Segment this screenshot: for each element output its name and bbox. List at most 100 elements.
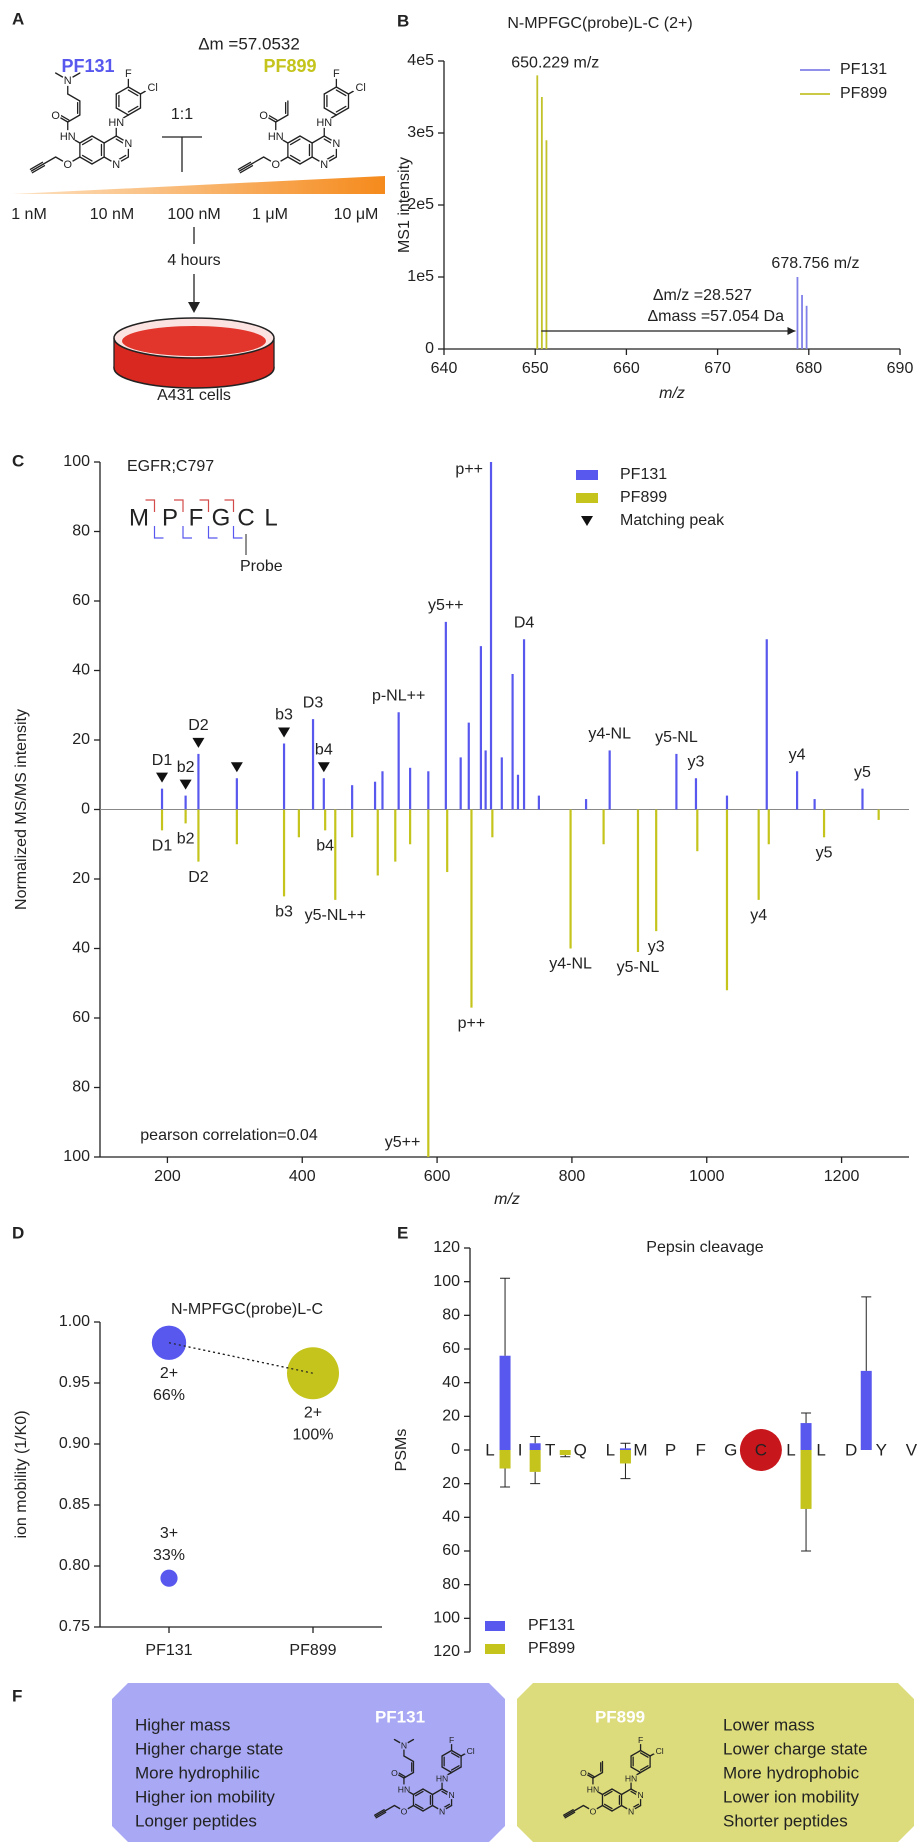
error-bar	[620, 1442, 631, 1449]
peak-label: D1	[152, 752, 173, 769]
atom-label: HN	[625, 1773, 637, 1783]
x-tick-label: 800	[559, 1168, 586, 1185]
annotation: Δm/z =28.527	[653, 287, 752, 304]
peptide-id: EGFR;C797	[127, 458, 214, 475]
bond	[564, 1811, 576, 1819]
bond	[335, 86, 350, 95]
y-tick-label: 80	[442, 1576, 460, 1593]
chart-title: N-MPFGC(probe)L-C (2+)	[507, 15, 692, 32]
matching-marker	[230, 762, 243, 773]
peptide-residue: C	[237, 504, 254, 531]
x-axis-label: m/z	[659, 385, 685, 402]
bond	[239, 165, 254, 174]
atom-bg	[437, 1806, 447, 1816]
atom-bg	[330, 137, 342, 149]
bar	[499, 1355, 511, 1450]
bond	[323, 107, 338, 116]
atom-label: Cl	[656, 1746, 664, 1756]
b-ion-bracket	[224, 499, 235, 512]
atom-label: N	[448, 1790, 454, 1800]
x-tick-label: 660	[613, 360, 640, 377]
residue: L	[485, 1440, 494, 1459]
b-ion-bracket	[199, 499, 210, 512]
bond	[414, 1790, 424, 1797]
atom-label: HN	[587, 1784, 599, 1794]
bond	[299, 156, 313, 165]
atom-bg	[447, 1734, 457, 1745]
y-tick-label: 100	[433, 1610, 460, 1627]
peak-label: b2	[177, 759, 195, 776]
y-tick-label: 0.95	[59, 1374, 90, 1391]
correlation: pearson correlation=0.04	[140, 1127, 318, 1144]
matching-marker	[179, 779, 192, 790]
atom-label: F	[333, 68, 340, 80]
peak-label: y5	[816, 845, 833, 862]
annotation: 678.756 m/z	[771, 255, 859, 272]
bond	[287, 135, 301, 144]
panel-label: A	[12, 9, 24, 28]
atom-bg	[314, 116, 335, 128]
atom-label: HN	[436, 1773, 448, 1783]
arrow-head	[188, 302, 200, 313]
residue: T	[545, 1440, 555, 1459]
y-tick-label: 1e5	[407, 268, 434, 285]
y-tick-label: 0	[425, 340, 434, 357]
peak-label: D2	[188, 717, 209, 734]
concentration: 100 nM	[167, 206, 220, 223]
bar	[800, 1423, 812, 1450]
property: Shorter peptides	[723, 1811, 848, 1830]
residue: F	[696, 1440, 706, 1459]
concentration: 10 nM	[90, 206, 134, 223]
legend-label: PF131	[528, 1617, 575, 1634]
residue: L	[786, 1440, 795, 1459]
bond	[603, 1790, 613, 1797]
cell-line: A431 cells	[157, 387, 231, 404]
atom-label: N	[332, 138, 340, 150]
bond	[639, 1765, 649, 1771]
panel-label: F	[12, 1686, 22, 1705]
y-tick-label: 0	[451, 1441, 460, 1458]
annotation: Δmass =57.054 Da	[647, 308, 784, 325]
atom-label: Cl	[355, 82, 365, 94]
y-tick-label: 0	[81, 801, 90, 818]
atom-bg	[330, 67, 342, 79]
error-bar	[500, 1468, 511, 1488]
y-tick-label: 80	[442, 1307, 460, 1324]
x-tick-label: 200	[154, 1168, 181, 1185]
bond	[611, 1788, 623, 1796]
atom-bg	[106, 116, 127, 128]
y-axis-label: MS1 intensity	[396, 157, 413, 253]
concentration: 10 μM	[334, 206, 379, 223]
charge-label: 3+	[160, 1525, 178, 1542]
atom-bg	[584, 1784, 601, 1794]
bond	[375, 1811, 387, 1819]
y-ion-bracket	[207, 526, 218, 539]
atom-label: F	[449, 1735, 454, 1745]
bond	[289, 154, 301, 162]
y-tick-label: 40	[72, 662, 90, 679]
concentration-gradient	[12, 176, 385, 194]
atom-label: Cl	[467, 1746, 475, 1756]
legend-swatch	[485, 1644, 505, 1654]
property: Lower mass	[723, 1715, 815, 1734]
atom-bg	[623, 1773, 640, 1783]
bar	[529, 1450, 541, 1472]
incubation-time: 4 hours	[167, 252, 220, 269]
size-label: 100%	[293, 1426, 334, 1443]
peak-label: D1	[152, 838, 173, 855]
bond	[67, 114, 81, 123]
property: More hydrophobic	[723, 1763, 860, 1782]
property: Longer peptides	[135, 1811, 257, 1830]
residue: C	[755, 1440, 767, 1459]
y-tick-label: 20	[72, 731, 90, 748]
y-tick-label: 100	[63, 1148, 90, 1165]
bond	[335, 89, 347, 97]
bond	[403, 1771, 415, 1779]
error-bar	[530, 1436, 541, 1444]
bond	[639, 1752, 649, 1758]
bond	[103, 135, 117, 144]
atom-bg	[50, 109, 62, 121]
atom-label: O	[391, 1768, 398, 1778]
atom-label: HN	[268, 131, 284, 143]
